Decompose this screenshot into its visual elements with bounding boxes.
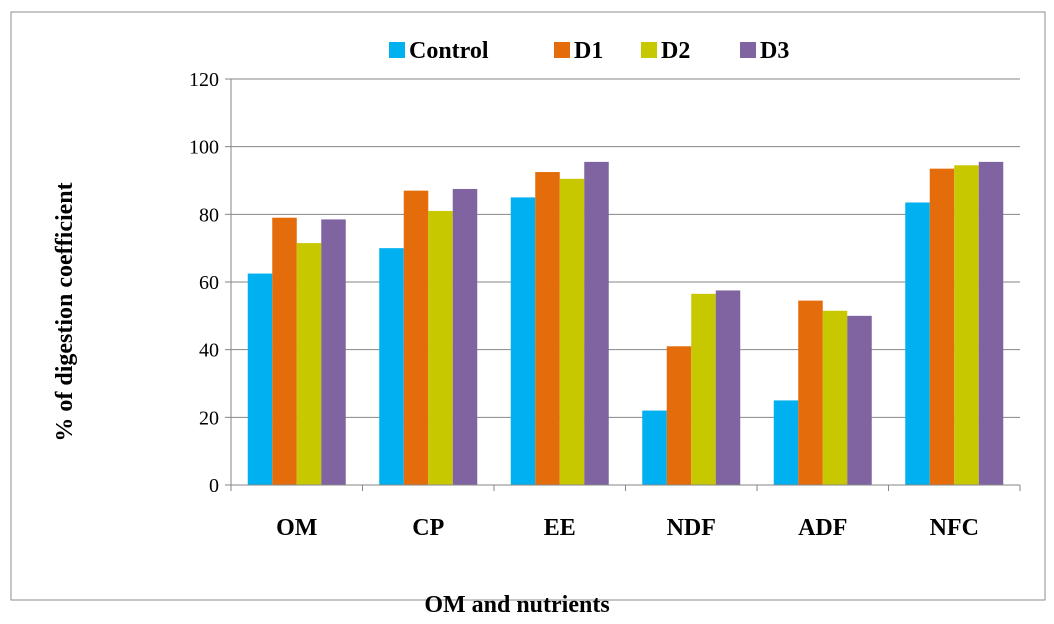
bar-d2-om <box>296 243 322 485</box>
bar-d1-adf <box>798 300 823 485</box>
legend-swatch-d3 <box>740 42 756 58</box>
axes: 0 20 40 60 80 100 120 OM CP EE NDF ADF NFC <box>189 69 1021 541</box>
legend-label-d3: D3 <box>760 38 789 64</box>
bar-d3-ee <box>584 161 609 485</box>
legend-label-d2: D2 <box>661 38 690 64</box>
bar-control-nfc <box>905 202 930 485</box>
legend-swatch-control <box>389 42 405 58</box>
bar-control-ee <box>510 197 536 485</box>
legend-label-control: Control <box>409 38 489 64</box>
bar-d1-om <box>272 217 297 485</box>
bar-d2-nfc <box>954 165 979 485</box>
bar-d3-adf <box>847 315 872 485</box>
x-category-label: OM <box>276 515 317 541</box>
y-axis-title: % of digestion coefficient <box>52 182 78 441</box>
y-tick-label: 100 <box>189 137 219 159</box>
bar-d3-ndf <box>715 290 741 485</box>
bars <box>247 161 1004 486</box>
x-category-label: CP <box>412 515 444 541</box>
y-tick-label: 80 <box>199 204 219 226</box>
bar-d1-nfc <box>929 168 955 486</box>
legend: Control D1 D2 D3 <box>389 38 789 64</box>
y-tick-label: 60 <box>199 272 219 294</box>
bar-d1-ee <box>535 172 560 485</box>
bar-d2-adf <box>822 310 848 485</box>
x-category-label: NFC <box>930 515 979 541</box>
y-tick-label: 40 <box>199 340 219 362</box>
y-tick-label: 20 <box>199 407 219 429</box>
bar-control-om <box>247 273 273 485</box>
bar-d2-cp <box>428 210 453 485</box>
bar-d3-cp <box>452 188 478 486</box>
y-tick-label: 120 <box>189 69 219 91</box>
legend-swatch-d2 <box>641 42 657 58</box>
y-tick-label: 0 <box>209 475 219 497</box>
gridlines <box>231 78 1020 418</box>
bar-control-ndf <box>642 410 667 485</box>
bar-d2-ndf <box>691 293 716 485</box>
bar-d1-cp <box>403 190 429 485</box>
legend-label-d1: D1 <box>574 38 603 64</box>
x-category-label: ADF <box>798 515 847 541</box>
bar-d3-nfc <box>978 161 1004 485</box>
bar-d2-ee <box>559 178 585 485</box>
bar-control-adf <box>773 400 799 485</box>
bar-d3-om <box>321 219 346 486</box>
x-category-label: NDF <box>667 515 716 541</box>
bar-control-cp <box>379 248 404 485</box>
x-axis-title: OM and nutrients <box>424 592 609 618</box>
bar-d1-ndf <box>666 346 692 485</box>
legend-swatch-d1 <box>554 42 570 58</box>
x-category-label: EE <box>544 515 576 541</box>
